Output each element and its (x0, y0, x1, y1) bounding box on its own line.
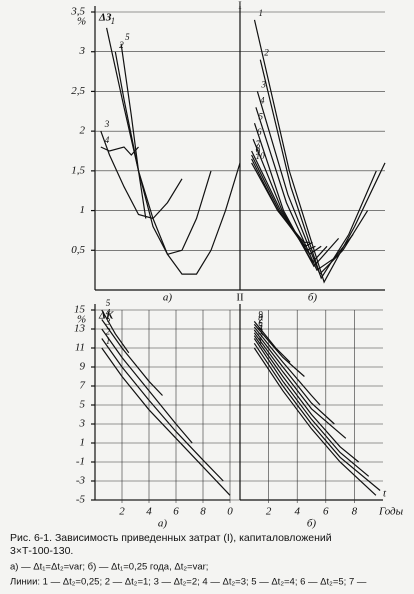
curve (101, 328, 193, 444)
curve-label: 1 (111, 16, 116, 26)
y-tick-label: 2,5 (71, 85, 85, 97)
x-tick-label: 4 (294, 506, 300, 518)
curve-label: 1 (259, 8, 264, 18)
curve-label: 4 (105, 135, 110, 145)
curve (100, 146, 139, 156)
y-tick-label: -3 (76, 475, 86, 487)
panel-label: а) (163, 292, 173, 304)
y-axis-title: ΔK (98, 310, 114, 322)
curve-label: 9 (258, 309, 263, 319)
x-tick-label: 2 (266, 506, 272, 518)
curve (255, 107, 354, 271)
curve-label: 10 (256, 151, 266, 161)
y-tick-label: 13 (74, 323, 86, 335)
curve (253, 332, 347, 439)
panel-label: б) (308, 292, 318, 304)
x-tick-label: 6 (173, 506, 179, 518)
curve (253, 326, 321, 406)
x-tick-label: 0 (227, 506, 233, 518)
y-tick-label: 11 (75, 342, 85, 354)
caption-title-cont: 3×Т-100-130. (10, 545, 73, 557)
caption-variants: а) — Δt₁=Δt₂=var; б) — Δt₁=0,25 года, Δt… (10, 562, 208, 573)
curve (259, 59, 377, 280)
annotation: I (238, 0, 242, 12)
x-tick-label: 8 (200, 506, 206, 518)
curve-label: 2 (106, 327, 111, 337)
curve (251, 158, 313, 248)
caption-title: Рис. 6-1. Зависимость приведенных затрат… (10, 532, 332, 544)
curve (120, 43, 147, 219)
y-unit: % (77, 314, 86, 326)
curve-label: 4 (106, 308, 111, 318)
curve-label: 3 (260, 79, 266, 89)
curve-label: 7 (258, 315, 263, 325)
y-axis-title: ΔЗ (98, 12, 112, 24)
curve (251, 154, 316, 252)
curve-label: 5 (106, 298, 111, 308)
curve (106, 27, 241, 275)
y-tick-label: -5 (76, 494, 86, 506)
curve (101, 347, 231, 496)
curve-label: 9 (256, 147, 261, 157)
x-symbol: t (383, 488, 387, 500)
y-tick-label: 7 (80, 380, 86, 392)
curve-label: 6 (257, 127, 262, 137)
curve (101, 338, 224, 482)
curve-label: 8 (256, 143, 261, 153)
curve (101, 309, 130, 354)
curve (253, 321, 291, 363)
curve-label: 6 (258, 318, 263, 328)
x-axis-title: Годы (378, 506, 404, 518)
y-tick-label: 2 (80, 125, 86, 137)
y-tick-label: 1,5 (71, 164, 85, 176)
annotation: II (236, 292, 244, 304)
x-tick-label: 6 (323, 506, 329, 518)
y-tick-label: 5 (80, 399, 86, 411)
y-tick-label: 1 (80, 437, 86, 449)
curve-label: 5 (259, 111, 264, 121)
curve-label: 2 (264, 48, 269, 58)
curve-label: 1 (106, 336, 111, 346)
curve (100, 130, 183, 220)
y-tick-label: 3,5 (70, 6, 85, 18)
curve (253, 323, 305, 377)
curve-label: 4 (260, 95, 265, 105)
curve (253, 19, 386, 284)
y-tick-label: -1 (76, 456, 85, 468)
y-tick-label: 0,5 (71, 244, 85, 256)
curve-label: 3 (105, 317, 111, 327)
curve (114, 51, 212, 256)
curve-label: 5 (125, 32, 130, 42)
curve-label: 7 (256, 139, 261, 149)
curve-label: 8 (258, 312, 263, 322)
y-tick-label: 9 (80, 361, 86, 373)
caption-lines: Линии: 1 — Δt₂=0,25; 2 — Δt₂=1; 3 — Δt₂=… (10, 577, 367, 588)
curve (253, 342, 381, 491)
curve (253, 335, 360, 463)
x-tick-label: 4 (146, 506, 152, 518)
y-unit: % (77, 16, 86, 28)
curve (253, 329, 335, 425)
panel-label: б) (307, 518, 317, 530)
y-tick-label: 3 (79, 418, 86, 430)
y-tick-label: 1 (80, 204, 86, 216)
curve (101, 319, 163, 396)
x-tick-label: 8 (352, 506, 358, 518)
curve-label: 2 (258, 331, 263, 341)
curve (253, 347, 377, 496)
curve (251, 162, 310, 243)
panel-label: а) (158, 518, 168, 530)
curve (253, 338, 370, 477)
curve-label: 5 (258, 321, 263, 331)
curve-label: 3 (104, 119, 110, 129)
y-tick-label: 15 (74, 304, 86, 316)
y-tick-label: 3 (79, 45, 86, 57)
x-tick-label: 2 (119, 506, 125, 518)
